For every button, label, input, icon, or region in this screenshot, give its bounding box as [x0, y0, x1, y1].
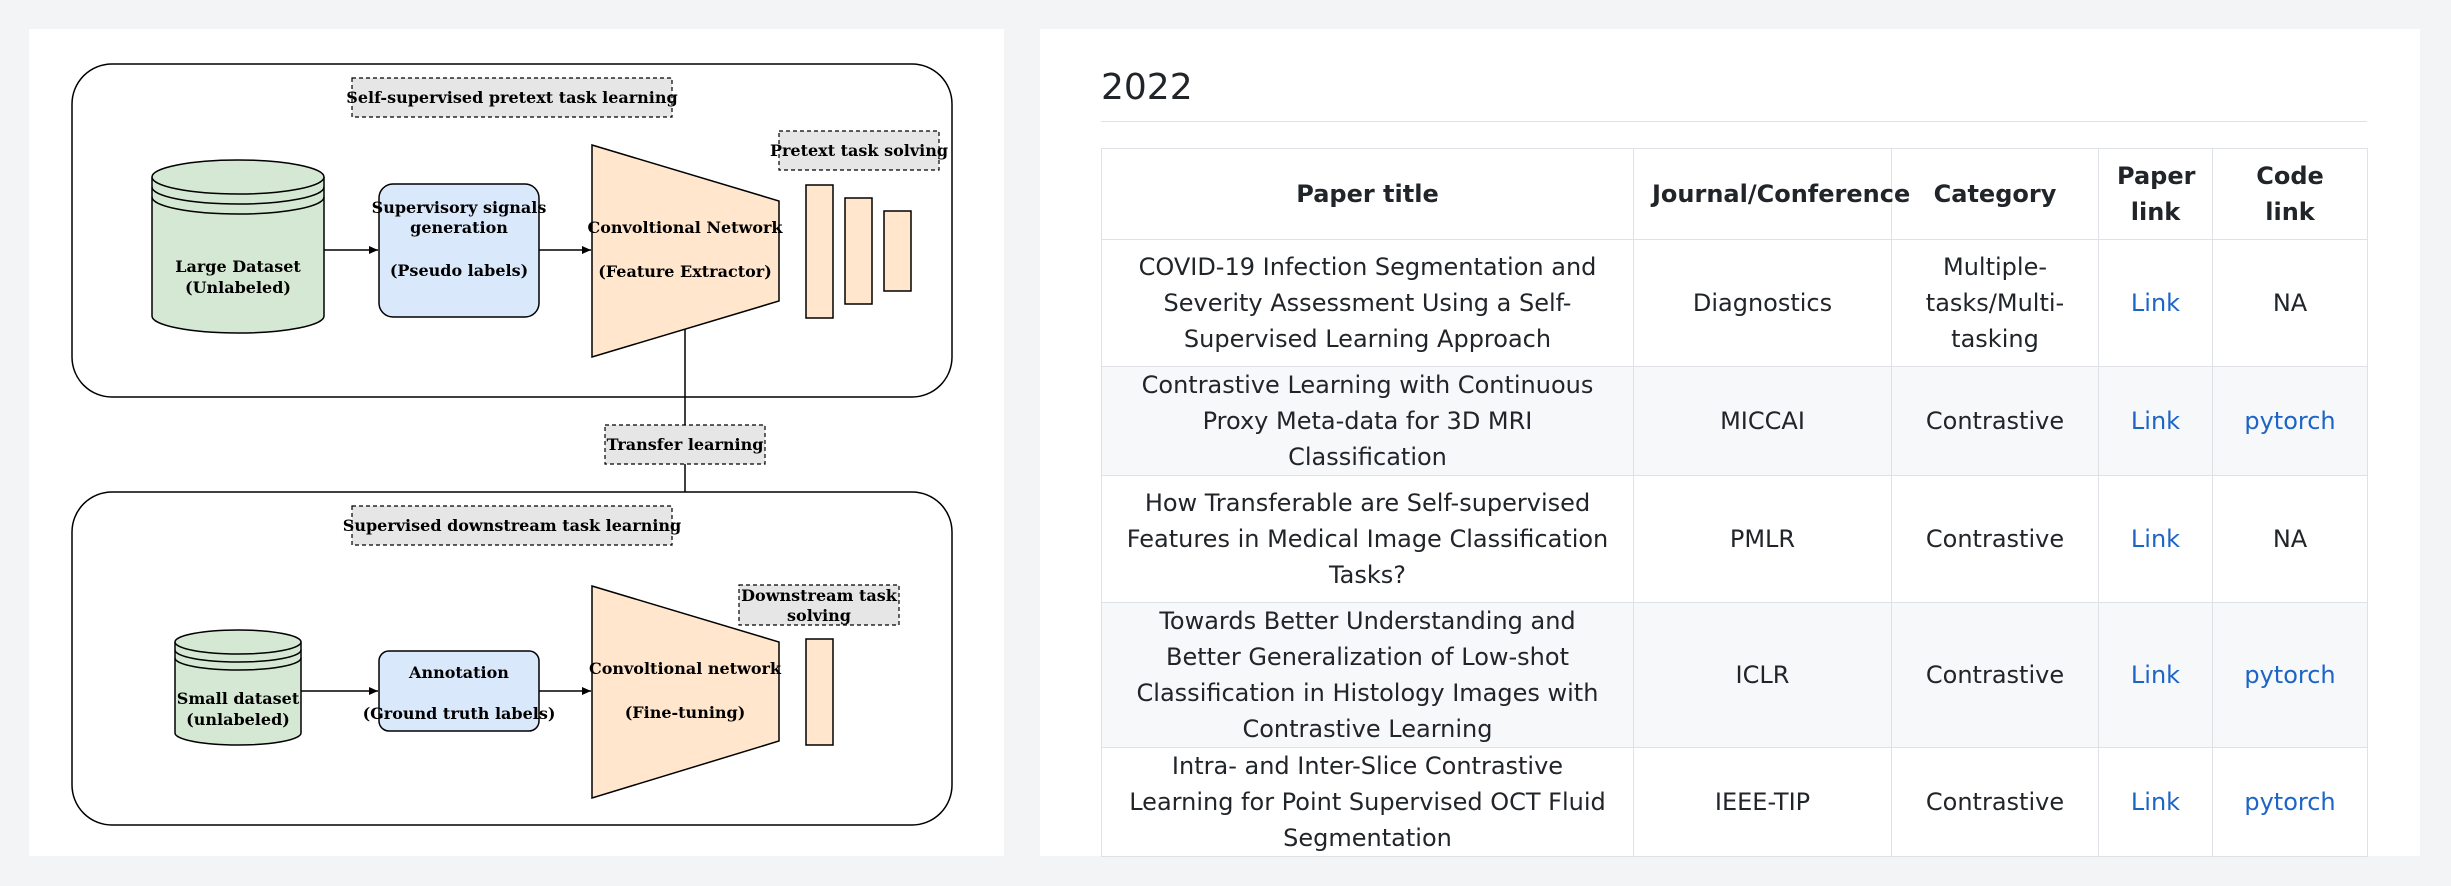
venue: PMLR [1633, 475, 1892, 603]
pretext-layer-3 [883, 210, 912, 292]
pretext-layer-2 [844, 197, 873, 305]
paper-link-cell: Link [2098, 747, 2213, 857]
paper-link[interactable]: Link [2130, 289, 2181, 317]
table-row: COVID-19 Infection Segmentation and Seve… [1101, 239, 2368, 367]
supervisory-signals-box: Supervisory signals generation (Pseudo l… [372, 183, 547, 318]
category: Contrastive [1891, 366, 2099, 476]
table-row: Contrastive Learning with Continuous Pro… [1101, 366, 2368, 476]
category: Contrastive [1891, 475, 2099, 603]
table-header-row: Paper title Journal/Conference Category … [1101, 148, 2368, 240]
svg-text:(Ground truth labels): (Ground truth labels) [363, 704, 556, 723]
downstream-layer [805, 638, 834, 746]
downstream-solving-label: Downstream task solving [738, 584, 900, 626]
header-venue: Journal/Conference [1633, 148, 1910, 240]
ssl-pipeline-diagram: Self-supervised pretext task learning La… [71, 63, 953, 826]
paper-link[interactable]: Link [2130, 661, 2181, 689]
code-link[interactable]: pytorch [2244, 407, 2336, 435]
svg-text:solving: solving [787, 606, 851, 625]
code-link-cell: pytorch [2212, 602, 2368, 748]
paper-link[interactable]: Link [2130, 788, 2181, 816]
svg-text:Large Dataset: Large Dataset [175, 257, 301, 276]
venue: MICCAI [1633, 366, 1892, 476]
svg-text:(Fine-tuning): (Fine-tuning) [625, 703, 746, 722]
pretext-layer-1 [805, 184, 834, 319]
diagram-panel: Self-supervised pretext task learning La… [29, 29, 1004, 856]
svg-text:Small dataset: Small dataset [177, 689, 300, 708]
paper-link[interactable]: Link [2130, 407, 2181, 435]
table-row: How Transferable are Self-supervised Fea… [1101, 475, 2368, 603]
small-dataset-cylinder: Small dataset (unlabeled) [174, 629, 302, 746]
paper-link-cell: Link [2098, 366, 2213, 476]
category: Contrastive [1891, 747, 2099, 857]
table-row: Towards Better Understanding and Better … [1101, 602, 2368, 748]
feature-extractor-network: Convoltional Network (Feature Extractor) [587, 143, 783, 359]
svg-text:(Pseudo labels): (Pseudo labels) [390, 261, 528, 280]
venue: ICLR [1633, 602, 1892, 748]
fine-tuning-network: Convoltional network (Fine-tuning) [589, 584, 782, 800]
svg-text:Transfer learning: Transfer learning [607, 435, 764, 454]
pretext-solving-label: Pretext task solving [770, 130, 948, 171]
year-heading: 2022 [1101, 67, 1193, 108]
header-code-link: Code link [2212, 148, 2368, 240]
heading-divider [1101, 121, 2367, 122]
code-link-cell: pytorch [2212, 747, 2368, 857]
large-dataset-cylinder: Large Dataset (Unlabeled) [151, 159, 325, 334]
paper-title: Contrastive Learning with Continuous Pro… [1101, 366, 1634, 476]
paper-title: Towards Better Understanding and Better … [1101, 602, 1634, 748]
header-paper-link: Paper link [2098, 148, 2213, 240]
code-link: NA [2212, 239, 2368, 367]
code-link[interactable]: pytorch [2244, 661, 2336, 689]
header-paper-title: Paper title [1101, 148, 1634, 240]
category: Multiple-tasks/Multi-tasking [1891, 239, 2099, 367]
paper-title: How Transferable are Self-supervised Fea… [1101, 475, 1634, 603]
transfer-learning-label: Transfer learning [604, 424, 766, 465]
svg-text:Supervised downstream task lea: Supervised downstream task learning [343, 516, 681, 535]
pretext-section-label: Self-supervised pretext task learning [346, 77, 678, 118]
code-link-cell: pytorch [2212, 366, 2368, 476]
code-link[interactable]: pytorch [2244, 788, 2336, 816]
svg-text:Convoltional Network: Convoltional Network [587, 218, 783, 237]
svg-text:Downstream task: Downstream task [741, 586, 898, 605]
venue: IEEE-TIP [1633, 747, 1892, 857]
paper-link[interactable]: Link [2130, 525, 2181, 553]
header-category: Category [1891, 148, 2099, 240]
svg-text:(unlabeled): (unlabeled) [186, 710, 290, 729]
svg-text:Self-supervised pretext task l: Self-supervised pretext task learning [346, 88, 677, 107]
svg-text:Supervisory signals: Supervisory signals [372, 198, 547, 217]
paper-title: COVID-19 Infection Segmentation and Seve… [1101, 239, 1634, 367]
svg-text:generation: generation [410, 218, 508, 237]
table-row: Intra- and Inter-Slice Contrastive Learn… [1101, 747, 2368, 857]
svg-text:(Feature Extractor): (Feature Extractor) [598, 262, 772, 281]
venue: Diagnostics [1633, 239, 1892, 367]
annotation-box: Annotation (Ground truth labels) [363, 650, 556, 732]
paper-title: Intra- and Inter-Slice Contrastive Learn… [1101, 747, 1634, 857]
svg-text:Annotation: Annotation [408, 663, 509, 682]
paper-link-cell: Link [2098, 602, 2213, 748]
papers-panel: 2022 Paper title Journal/Conference Cate… [1040, 29, 2420, 857]
svg-text:Convoltional network: Convoltional network [589, 659, 782, 678]
category: Contrastive [1891, 602, 2099, 748]
paper-link-cell: Link [2098, 239, 2213, 367]
downstream-section-label: Supervised downstream task learning [343, 505, 681, 546]
svg-text:(Unlabeled): (Unlabeled) [185, 278, 291, 297]
paper-link-cell: Link [2098, 475, 2213, 603]
svg-text:Pretext task solving: Pretext task solving [770, 141, 948, 160]
papers-table: Paper title Journal/Conference Category … [1101, 148, 2368, 857]
code-link: NA [2212, 475, 2368, 603]
